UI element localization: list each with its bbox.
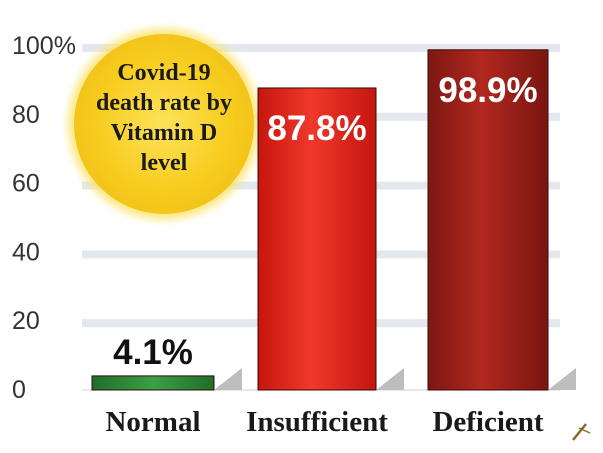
- y-tick-label: 80: [12, 101, 40, 129]
- chart-title-line-4: level: [141, 150, 188, 176]
- bar-shadow: [376, 368, 404, 390]
- corner-mark-icon: [572, 423, 591, 441]
- y-tick-label: 0: [12, 376, 26, 404]
- y-axis: 100% 80 60 40 20 0: [12, 32, 76, 404]
- y-tick-label: 40: [12, 238, 40, 266]
- bar-shadow: [548, 368, 576, 390]
- bars: [91, 49, 576, 391]
- y-tick-label: 100%: [12, 32, 76, 60]
- labels: 4.1% Normal 87.8% Insufficient 98.9% Deficien…: [105, 71, 543, 438]
- bar-normal: [91, 375, 215, 391]
- y-tick-label: 60: [12, 170, 40, 198]
- gridline: [82, 44, 560, 52]
- data-label: 98.9%: [438, 71, 537, 110]
- title-badge: Covid-19 death rate by Vitamin D level: [68, 28, 260, 220]
- category-label: Deficient: [432, 406, 543, 438]
- data-label: 4.1%: [113, 333, 193, 372]
- y-tick-label: 20: [12, 307, 40, 335]
- category-label: Normal: [105, 406, 200, 438]
- bar-insufficient: [257, 87, 377, 391]
- data-label: 87.8%: [267, 109, 366, 148]
- bar-deficient: [427, 49, 549, 391]
- chart-title-line-3: Vitamin D: [111, 120, 217, 146]
- bar-shadow: [214, 368, 242, 390]
- category-label: Insufficient: [246, 406, 388, 438]
- badge-circle: [74, 34, 254, 214]
- chart-title-line-1: Covid-19: [117, 60, 210, 86]
- chart-title-line-2: death rate by: [96, 90, 232, 116]
